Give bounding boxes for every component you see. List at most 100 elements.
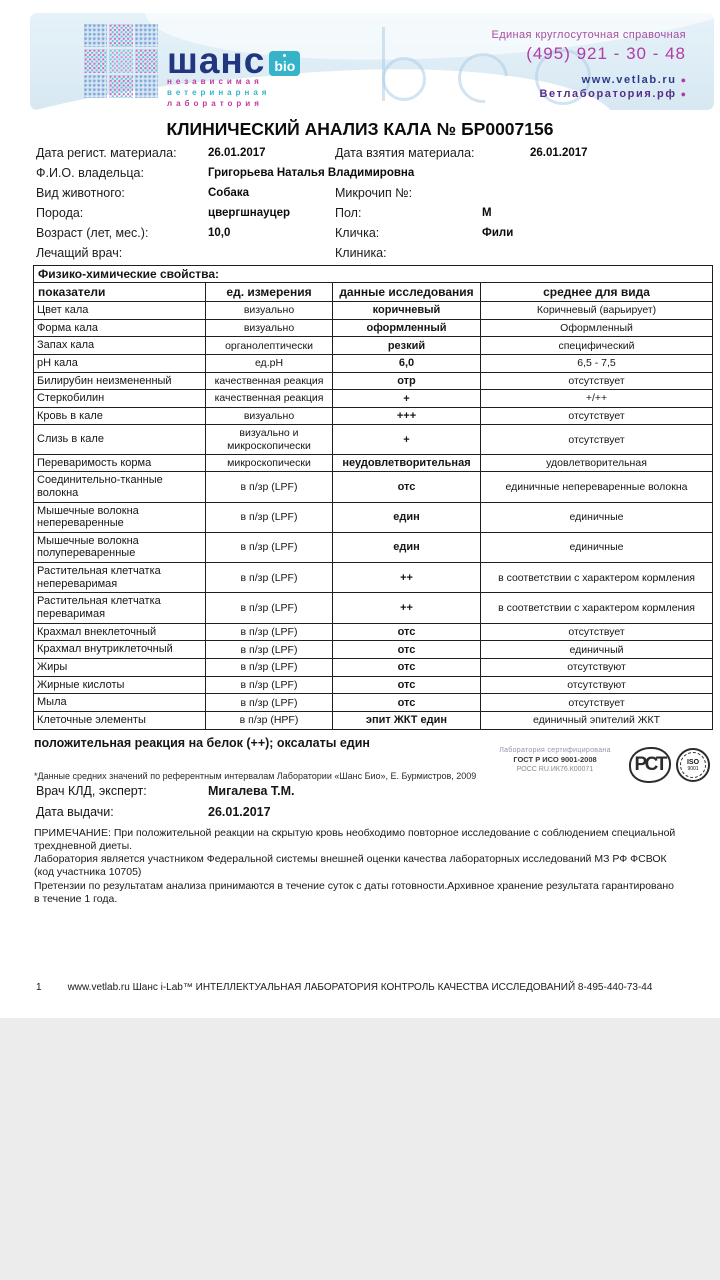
info-label: Микрочип №: — [335, 186, 413, 200]
reference-value: единичный — [479, 640, 714, 659]
info-value: 26.01.2017 — [530, 147, 588, 159]
column-header-result: данные исследования — [332, 282, 481, 302]
website-url-cyrillic: Ветлаборатория.рф ● — [491, 88, 686, 100]
unit-of-measure: в п/зр (LPF) — [205, 693, 333, 712]
info-row: Дата регист. материала: 26.01.2017 Дата … — [36, 143, 720, 163]
page-number: 1 — [36, 982, 42, 993]
info-label: Порода: — [36, 206, 84, 220]
result-value: резкий — [332, 336, 481, 355]
banner-watermark — [535, 49, 591, 105]
banner-watermark — [382, 27, 385, 101]
website-url-text: Ветлаборатория.рф — [539, 88, 677, 100]
doctor-label: Врач КЛД, эксперт: — [36, 784, 147, 798]
table-row: pH кала ед.pH 6,0 6,5 - 7,5 — [33, 353, 714, 373]
table-section-row: Физико-химические свойства: — [32, 265, 714, 283]
info-label: Кличка: — [335, 226, 380, 240]
table-row: Крахмал внутриклеточный в п/зр (LPF) отс… — [33, 640, 714, 659]
unit-of-measure: в п/зр (LPF) — [205, 675, 333, 695]
reference-value: Оформленный — [479, 318, 714, 338]
info-row: Вид животного: Собака Микрочип №: — [36, 183, 720, 203]
reference-value: Коричневый (варьирует) — [479, 301, 714, 320]
result-value: отс — [332, 693, 481, 712]
reference-value: специфический — [479, 336, 714, 355]
table-row: Растительная клетчатка непереваримая в п… — [33, 562, 714, 594]
indicator-name: Стеркобилин — [33, 389, 206, 408]
info-row: Ф.И.О. владельца: Григорьева Наталья Вла… — [36, 163, 720, 183]
mosaic-tile — [109, 24, 133, 48]
reference-footnote: *Данные средних значений по референтным … — [34, 770, 477, 781]
table-row: Кровь в кале визуально +++ отсутствует — [33, 406, 714, 426]
info-value: 10,0 — [208, 227, 231, 239]
table-row: Крахмал внеклеточный в п/зр (LPF) отс от… — [33, 622, 714, 642]
result-value: коричневый — [332, 301, 481, 320]
issue-date-row: Дата выдачи: 26.01.2017 — [36, 802, 720, 823]
indicator-name: Мыла — [33, 693, 206, 712]
result-value: отс — [332, 640, 481, 659]
unit-of-measure: в п/зр (LPF) — [205, 531, 333, 564]
indicator-name: Растительная клетчатка непереваримая — [33, 562, 206, 594]
indicator-name: Запах кала — [33, 336, 206, 355]
indicator-name: Билирубин неизмененный — [33, 371, 206, 391]
notes-block: ПРИМЕЧАНИЕ: При положительной реакции на… — [34, 827, 678, 907]
unit-of-measure: микроскопически — [205, 453, 333, 473]
reference-value: отсутствуют — [479, 657, 714, 677]
table-row: Жиры в п/зр (LPF) отс отсутствуют — [33, 657, 714, 677]
result-value: эпит ЖКТ един — [332, 710, 481, 730]
mosaic-tile — [134, 24, 158, 48]
mosaic-tile — [84, 24, 108, 48]
indicator-name: Цвет кала — [33, 301, 206, 320]
indicator-name: Растительная клетчатка переваримая — [33, 592, 206, 624]
indicator-name: Крахмал внеклеточный — [33, 622, 206, 642]
mosaic-tile — [134, 74, 158, 98]
result-value: +++ — [332, 406, 481, 426]
shans-bio-logo: шанс bio независимая ветеринарная лабора… — [84, 24, 301, 109]
doctor-name: Мигалева Т.М. — [208, 784, 295, 798]
unit-of-measure: в п/зр (LPF) — [205, 562, 333, 594]
website-url: www.vetlab.ru ● — [491, 74, 686, 86]
unit-of-measure: качественная реакция — [205, 389, 333, 408]
result-value: отс — [332, 471, 481, 503]
reference-value: отсутствует — [479, 406, 714, 426]
table-row: Растительная клетчатка переваримая в п/з… — [33, 592, 714, 624]
reference-value: единичный эпителий ЖКТ — [479, 710, 714, 730]
column-header-unit: ед. измерения — [205, 282, 333, 302]
indicator-name: Переваримость корма — [33, 453, 206, 473]
info-value: цвергшнауцер — [208, 207, 291, 219]
unit-of-measure: органолептически — [205, 336, 333, 355]
info-label: Дата регист. материала: — [36, 146, 177, 160]
table-row: Слизь в кале визуально и микроскопически… — [33, 424, 714, 455]
info-value: Собака — [208, 187, 249, 199]
result-value: + — [332, 389, 481, 408]
note-line: Лаборатория является участником Федераль… — [34, 853, 667, 866]
result-value: неудовлетворительная — [332, 453, 481, 473]
info-label: Пол: — [335, 206, 362, 220]
note-line: Претензии по результатам анализа принима… — [34, 879, 674, 906]
reference-value: удовлетворительная — [479, 453, 714, 473]
brand-tagline: независимая — [167, 76, 263, 86]
table-section-title: Физико-химические свойства: — [32, 265, 714, 283]
info-label: Ф.И.О. владельца: — [36, 166, 144, 180]
result-value: ++ — [332, 592, 481, 624]
indicator-name: Кровь в кале — [33, 406, 206, 426]
table-row: Жирные кислоты в п/зр (LPF) отс отсутств… — [33, 675, 714, 695]
info-row: Возраст (лет, мес.): 10,0 Кличка: Фили — [36, 223, 720, 243]
issue-date-value: 26.01.2017 — [208, 805, 271, 819]
result-value: отс — [332, 675, 481, 695]
unit-of-measure: в п/зр (LPF) — [205, 592, 333, 624]
info-label: Клиника: — [335, 246, 387, 260]
column-header-reference: среднее для вида — [479, 282, 714, 302]
page-footer: 1 www.vetlab.ru Шанс i-Lab™ ИНТЕЛЛЕКТУАЛ… — [0, 982, 720, 993]
unit-of-measure: в п/зр (LPF) — [205, 657, 333, 677]
reference-value: +/++ — [479, 389, 714, 408]
info-value: 26.01.2017 — [208, 147, 266, 159]
result-value: оформленный — [332, 318, 481, 338]
result-value: отс — [332, 622, 481, 642]
unit-of-measure: ед.pH — [205, 353, 333, 373]
reference-value: в соответствии с характером кормления — [479, 562, 714, 594]
unit-of-measure: визуально — [205, 318, 333, 338]
info-label: Возраст (лет, мес.): — [36, 226, 149, 240]
unit-of-measure: визуально — [205, 406, 333, 426]
info-label: Дата взятия материала: — [335, 146, 475, 160]
unit-of-measure: в п/зр (HPF) — [205, 710, 333, 730]
info-value: Фили — [482, 227, 514, 239]
